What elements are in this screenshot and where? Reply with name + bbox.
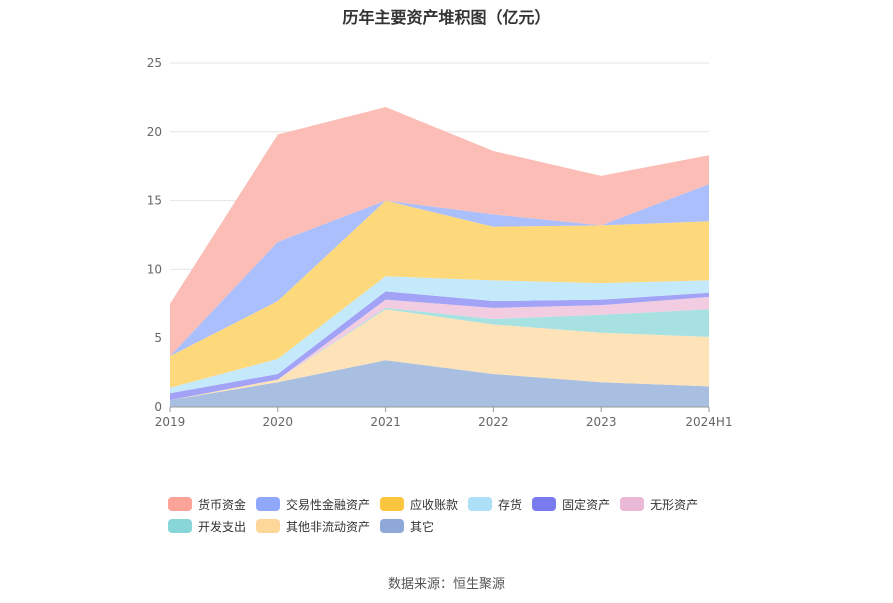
legend-swatch <box>168 497 192 511</box>
y-tick-label: 0 <box>154 400 162 414</box>
data-source: 数据来源：恒生聚源 <box>387 577 505 592</box>
area-series-0 <box>170 360 709 407</box>
legend: 货币资金 交易性金融资产 应收账款 存货 固定资产 无形资产开发支出 其他非流动资产 其它 <box>168 496 748 540</box>
legend-label: 交易性金融资产 <box>286 497 371 512</box>
legend-label: 应收账款 <box>410 497 459 512</box>
legend-swatch <box>380 497 405 511</box>
legend-item[interactable]: 存货 <box>468 496 522 512</box>
legend-label: 其它 <box>410 519 435 534</box>
area-series-5 <box>170 276 709 394</box>
area-series-6 <box>170 200 709 388</box>
legend-item[interactable]: 应收账款 <box>380 496 458 512</box>
x-tick-label: 2022 <box>478 415 509 429</box>
legend-swatch <box>256 519 281 533</box>
area-series <box>170 107 709 407</box>
y-tick-label: 25 <box>147 56 162 70</box>
legend-swatch <box>168 519 192 533</box>
x-tick-label: 2021 <box>370 415 401 429</box>
y-axis-ticks: 0 5 10 15 20 25 <box>147 56 162 414</box>
x-tick-label: 2020 <box>263 415 294 429</box>
legend-label: 固定资产 <box>562 497 611 512</box>
legend-item[interactable]: 固定资产 <box>532 496 610 512</box>
chart-title: 历年主要资产堆积图（亿元） <box>342 8 551 27</box>
area-series-4 <box>170 291 709 401</box>
x-tick-label: 2023 <box>586 415 617 429</box>
y-tick-label: 15 <box>147 194 162 208</box>
legend-item[interactable]: 无形资产 <box>620 496 698 512</box>
legend-swatch <box>468 497 493 511</box>
y-tick-label: 5 <box>154 331 162 345</box>
y-tick-label: 20 <box>147 125 162 139</box>
legend-item[interactable]: 其它 <box>380 518 434 534</box>
legend-item[interactable]: 开发支出 <box>168 518 246 534</box>
legend-item[interactable]: 交易性金融资产 <box>256 496 370 512</box>
area-series-3 <box>170 296 709 401</box>
legend-label: 存货 <box>498 497 523 512</box>
area-series-7 <box>170 184 709 357</box>
x-axis: 2019 2020 2021 2022 2023 2024H1 <box>155 406 733 429</box>
legend-swatch <box>380 519 405 533</box>
legend-label: 无形资产 <box>650 497 699 512</box>
legend-item[interactable]: 其他非流动资产 <box>256 518 370 534</box>
legend-swatch <box>620 497 645 511</box>
x-tick-label: 2024H1 <box>685 415 732 429</box>
area-series-1 <box>170 309 709 401</box>
area-series-8 <box>170 107 709 357</box>
legend-item[interactable]: 货币资金 <box>168 496 246 512</box>
legend-label: 开发支出 <box>198 519 247 534</box>
x-tick-label: 2019 <box>155 415 186 429</box>
area-series-2 <box>170 307 709 401</box>
y-tick-label: 10 <box>147 262 162 276</box>
legend-swatch <box>532 497 557 511</box>
legend-label: 货币资金 <box>198 497 247 512</box>
legend-swatch <box>256 497 281 511</box>
legend-label: 其他非流动资产 <box>286 519 371 534</box>
